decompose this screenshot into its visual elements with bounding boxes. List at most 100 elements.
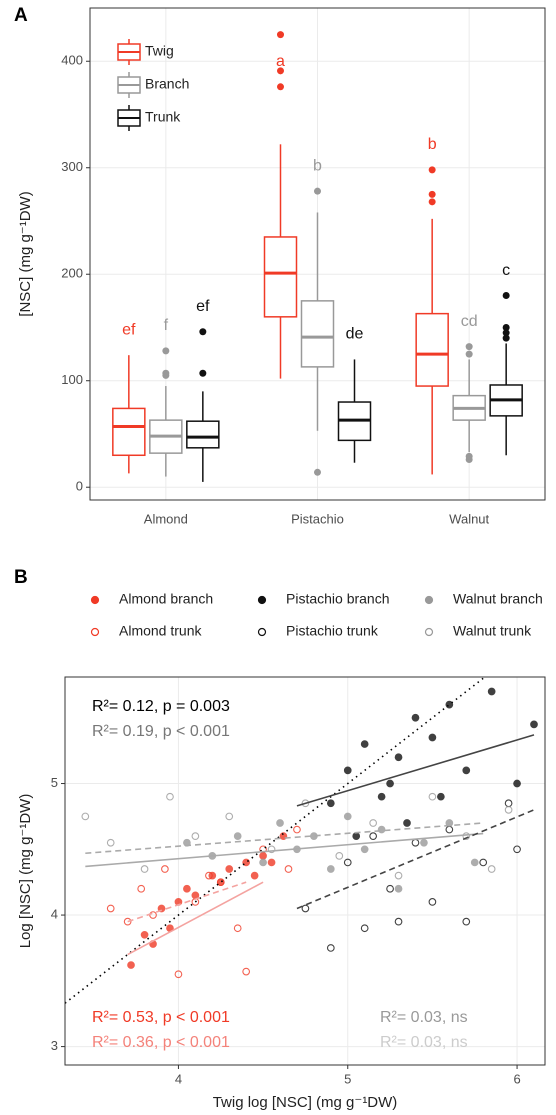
point [81,812,90,821]
outlier [199,328,207,336]
point [487,687,496,696]
point [462,917,471,926]
point [326,944,335,952]
annotation: R²= 0.03, ns [380,1034,468,1051]
point [428,733,437,742]
outlier [277,31,284,39]
x-tick-label: 4 [175,1071,182,1086]
legend-label: Almond branch [119,591,213,607]
point [335,852,344,860]
point [166,792,174,801]
point [250,871,259,880]
legend-label: Walnut trunk [453,623,532,639]
point [530,720,538,729]
point [377,792,386,801]
significance-letter: a [276,53,285,70]
point [462,766,471,775]
point [369,832,377,840]
y-tick-label: 5 [51,775,58,790]
point [360,740,369,748]
x-tick-label: Pistachio [291,511,344,526]
outlier [465,452,473,460]
significance-letter: ef [122,321,136,338]
point [428,792,437,801]
box [112,407,146,457]
point [301,799,310,808]
outlier [277,67,284,75]
point [394,753,403,762]
point [233,832,242,840]
x-axis-label: Twig log [NSC] (mg g⁻¹DW) [213,1094,398,1111]
point [301,904,310,913]
y-tick-label: 400 [61,53,83,68]
outlier [465,350,473,358]
point [140,930,149,939]
legend-label: Walnut branch [453,591,543,607]
y-tick-label: 300 [61,159,83,174]
outlier [502,329,510,337]
outlier [277,83,284,91]
point [394,871,403,880]
y-axis-label: [NSC] (mg g⁻¹DW) [17,191,34,316]
point [352,832,361,840]
annotation: R²= 0.12, p = 0.003 [92,698,230,715]
point [343,858,352,867]
legend-label: Trunk [145,109,181,125]
legend-key [257,595,267,605]
point [394,917,403,926]
outlier [502,292,510,300]
x-tick-label: Almond [144,511,188,526]
significance-letter: de [346,326,364,343]
panel-label: B [14,567,28,588]
point [445,825,454,834]
point [106,904,115,913]
x-tick-label: Walnut [449,511,489,526]
outlier [314,187,321,195]
point [233,924,242,933]
y-tick-label: 0 [76,479,83,494]
plot-frame [64,676,546,1066]
point [191,832,200,840]
point [267,858,276,867]
point [377,825,386,834]
x-tick-label: 6 [513,1071,520,1086]
point [259,845,267,854]
box [186,420,220,449]
legend-label: Almond trunk [119,623,202,639]
point [205,871,213,880]
outlier [502,334,510,342]
point [386,779,394,788]
significance-letter: f [164,317,169,334]
significance-letter: ef [196,298,210,315]
fit-line [127,881,264,956]
point [411,713,420,722]
y-tick-label: 3 [51,1038,58,1053]
fit-line [85,832,484,868]
point [403,819,411,827]
plot-frame [89,7,546,501]
point [437,792,445,801]
point [487,865,496,873]
outlier [465,343,473,351]
point [183,884,191,893]
point [479,858,488,867]
point [360,845,369,854]
legend-label: Twig [145,43,174,59]
legend-key [90,627,100,637]
legend-key [90,595,100,605]
point [259,858,267,867]
point [462,832,471,840]
point [106,838,115,847]
fit-line [296,809,535,910]
point [386,884,394,893]
legend-label: Branch [145,76,189,92]
point [127,961,135,969]
y-tick-label: 4 [51,906,58,921]
point [161,865,169,873]
significance-letter: b [313,157,322,174]
outlier [199,369,207,377]
point [284,865,293,873]
point [513,779,521,788]
point [504,799,513,808]
annotation: R²= 0.53, p < 0.001 [92,1009,230,1026]
